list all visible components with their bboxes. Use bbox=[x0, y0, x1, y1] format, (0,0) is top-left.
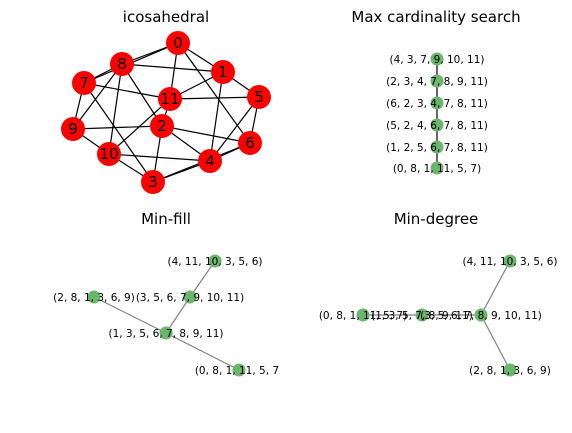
icosahedral-graph: 0 1 2 3 4 5 6 7 8 9 10 11 bbox=[61, 31, 271, 194]
node-label: 2 bbox=[157, 117, 167, 135]
graph-edge bbox=[480, 260, 511, 316]
graph-node bbox=[198, 149, 222, 173]
graph-node bbox=[474, 308, 488, 322]
graph-node bbox=[430, 161, 444, 175]
graph-edge bbox=[83, 82, 171, 100]
graph-node bbox=[183, 290, 197, 304]
panel-title-min-degree: Min-degree bbox=[394, 210, 479, 228]
node-label: (1, 3, 5, 6, 7, 8, 9, 11) bbox=[108, 328, 223, 340]
graph-node bbox=[211, 60, 235, 84]
graph-edge bbox=[108, 153, 211, 162]
graph-node bbox=[415, 308, 429, 322]
graph-edge bbox=[169, 96, 260, 100]
graph-node bbox=[503, 363, 517, 377]
graph-edge bbox=[121, 63, 163, 127]
graph-node bbox=[97, 142, 121, 166]
node-label: (3, 5, 6, 7, 9, 10, 11) bbox=[136, 292, 244, 304]
graph-node bbox=[503, 254, 517, 268]
graph-edge bbox=[480, 314, 511, 371]
node-label: (4, 3, 7, 9, 10, 11) bbox=[389, 54, 484, 66]
graph-edge bbox=[93, 296, 167, 334]
graph-node bbox=[430, 52, 444, 66]
graph-edge bbox=[72, 63, 123, 130]
node-label: 7 bbox=[79, 74, 89, 92]
node-label: (4, 11, 10, 3, 5, 6) bbox=[167, 256, 262, 268]
node-label: 5 bbox=[254, 88, 264, 106]
node-label: 4 bbox=[205, 152, 215, 170]
node-label: 6 bbox=[245, 134, 255, 152]
graph-edge bbox=[189, 260, 216, 298]
graph-node bbox=[110, 52, 134, 76]
node-label: (2, 8, 1, 3, 6, 9) bbox=[469, 365, 551, 377]
min-degree-tree: (4, 11, 10, 3, 5, 6)(0, 8, 1, 11, 5, 7)(… bbox=[319, 254, 558, 377]
node-label: (0, 8, 1, 11, 5, 7) bbox=[319, 310, 407, 322]
graph-node bbox=[166, 31, 190, 55]
graph-node bbox=[238, 131, 262, 155]
graph-node bbox=[430, 74, 444, 88]
node-label: 0 bbox=[173, 34, 183, 52]
graph-node bbox=[150, 114, 174, 138]
node-label: (5, 2, 4, 6, 7, 8, 11) bbox=[386, 120, 488, 132]
graph-edge bbox=[209, 71, 224, 162]
node-label: (6, 2, 3, 4, 7, 8, 11) bbox=[386, 98, 488, 110]
graph-edge bbox=[83, 82, 154, 183]
graph-node bbox=[159, 326, 173, 340]
min-fill-tree: (4, 11, 10, 3, 5, 6) (2, 8, 1, 3, 6, 9) (3… bbox=[53, 254, 283, 377]
node-label: (4, 11, 10, 3, 5, 6) bbox=[462, 256, 557, 268]
graph-node bbox=[158, 87, 182, 111]
node-label: (0, 8, 1, 11, 5, 7) bbox=[195, 365, 283, 377]
node-label: 9 bbox=[68, 120, 78, 138]
graph-node bbox=[61, 117, 85, 141]
graph-node bbox=[141, 170, 165, 194]
graph-edge bbox=[165, 296, 191, 334]
graph-edge bbox=[108, 98, 171, 155]
node-label: 11 bbox=[160, 90, 179, 108]
graph-edge bbox=[209, 96, 260, 162]
node-label: (2, 3, 4, 7, 8, 9, 11) bbox=[386, 76, 488, 88]
node-label: (1, 3, 5, 7, 8, 9, 11) bbox=[371, 310, 473, 322]
graph-node bbox=[247, 85, 271, 109]
graph-edge bbox=[108, 63, 123, 155]
graph-node bbox=[232, 363, 246, 377]
graph-node bbox=[87, 290, 101, 304]
graph-node bbox=[430, 96, 444, 110]
node-label: (0, 8, 1, 11, 5, 7) bbox=[393, 163, 481, 175]
node-label: 3 bbox=[148, 173, 158, 191]
node-label: 10 bbox=[99, 145, 118, 163]
graph-node bbox=[430, 140, 444, 154]
node-label: 1 bbox=[218, 63, 228, 81]
graph-edge bbox=[161, 125, 251, 144]
graph-edge bbox=[72, 125, 163, 130]
graph-node bbox=[208, 254, 222, 268]
graph-edge bbox=[165, 332, 240, 371]
node-label: (3, 5, 6, 7, 8, 9, 10, 11) bbox=[420, 310, 542, 322]
graph-node bbox=[72, 71, 96, 95]
panel-title-max-cardinality: Max cardinality search bbox=[351, 8, 520, 26]
node-label: 8 bbox=[117, 55, 127, 73]
node-label: (1, 2, 5, 6, 7, 8, 11) bbox=[386, 142, 488, 154]
panel-title-icosahedral: icosahedral bbox=[123, 8, 209, 26]
graph-node bbox=[356, 308, 370, 322]
panel-title-min-fill: Min-fill bbox=[141, 210, 191, 228]
graph-edge bbox=[121, 63, 224, 73]
node-label: (2, 8, 1, 3, 6, 9) bbox=[53, 292, 135, 304]
graph-edge bbox=[177, 42, 251, 144]
max-cardinality-tree: (4, 3, 7, 9, 10, 11) (2, 3, 4, 7, 8, 9, 1… bbox=[386, 52, 488, 175]
graph-node bbox=[430, 118, 444, 132]
